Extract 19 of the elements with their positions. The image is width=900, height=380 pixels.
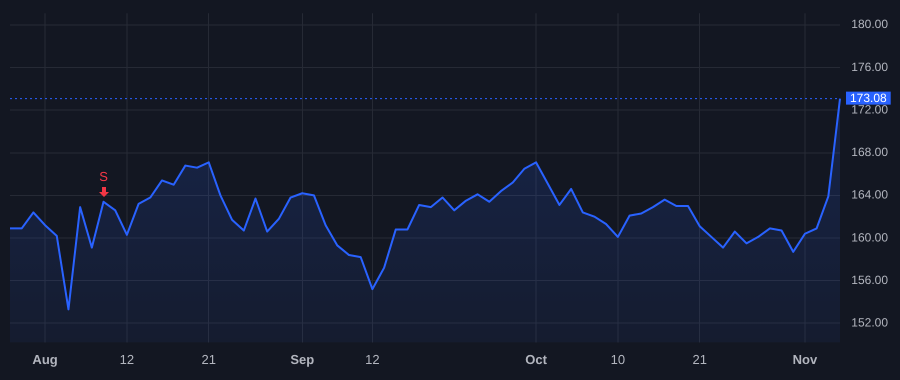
x-tick-label: Aug [32,352,58,367]
y-tick-label: 168.00 [851,145,888,160]
y-tick-label: 160.00 [851,230,888,244]
x-tick-label: 12 [365,352,380,367]
ref-line-label: 173.08 [850,90,888,105]
y-tick-label: 172.00 [851,102,888,116]
y-tick-label: 180.00 [851,17,888,32]
x-tick-label: Nov [792,352,818,367]
x-tick-label: 21 [692,352,707,367]
x-tick-label: 12 [120,352,134,367]
y-tick-label: 176.00 [851,60,888,74]
y-tick-label: 156.00 [851,272,888,287]
y-tick-label: 152.00 [851,316,888,330]
annotation: S [99,168,108,184]
x-tick-label: 10 [610,352,626,367]
x-tick-label: Sep [290,352,314,367]
y-tick-label: 164.00 [851,188,888,202]
x-tick-label: 21 [202,352,216,367]
x-tick-label: Oct [525,352,548,367]
